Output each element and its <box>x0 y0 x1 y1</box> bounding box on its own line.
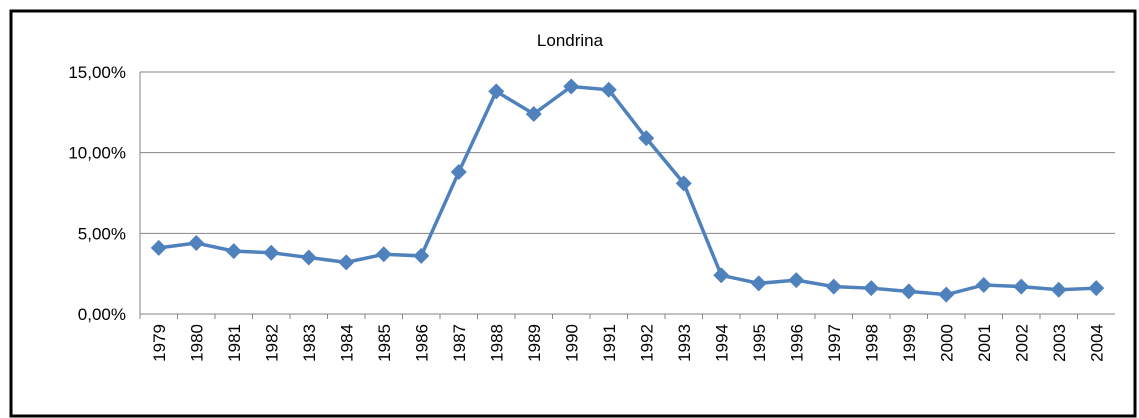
marker <box>525 105 542 122</box>
marker <box>263 244 280 261</box>
marker <box>600 81 617 98</box>
marker <box>150 239 167 256</box>
marker <box>450 164 467 181</box>
x-tick-label: 2002 <box>1012 324 1031 362</box>
marker <box>713 267 730 284</box>
marker <box>638 130 655 147</box>
marker <box>1088 280 1105 297</box>
marker <box>375 246 392 263</box>
x-tick-label: 1982 <box>262 324 281 362</box>
x-tick-label: 1989 <box>525 324 544 362</box>
marker <box>1013 278 1030 295</box>
marker <box>300 249 317 266</box>
y-tick-label: 0,00% <box>78 305 126 324</box>
x-tick-label: 1983 <box>300 324 319 362</box>
x-tick-label: 1993 <box>675 324 694 362</box>
x-tick-label: 2004 <box>1087 324 1106 362</box>
x-tick-label: 1992 <box>637 324 656 362</box>
marker <box>188 235 205 252</box>
x-tick-label: 1999 <box>900 324 919 362</box>
x-tick-label: 1991 <box>600 324 619 362</box>
x-tick-label: 2001 <box>975 324 994 362</box>
x-tick-label: 1998 <box>862 324 881 362</box>
x-tick-label: 1986 <box>412 324 431 362</box>
x-tick-label: 1984 <box>337 324 356 362</box>
marker <box>563 78 580 95</box>
x-tick-label: 1997 <box>825 324 844 362</box>
x-tick-label: 1994 <box>712 324 731 362</box>
x-tick-label: 1996 <box>787 324 806 362</box>
x-tick-label: 2003 <box>1050 324 1069 362</box>
x-tick-label: 2000 <box>937 324 956 362</box>
marker <box>413 247 430 264</box>
marker <box>225 243 242 260</box>
marker <box>825 278 842 295</box>
chart-title: Londrina <box>537 31 604 50</box>
marker <box>675 175 692 192</box>
marker <box>863 280 880 297</box>
x-tick-label: 1981 <box>225 324 244 362</box>
marker <box>488 83 505 100</box>
y-tick-label: 5,00% <box>78 224 126 243</box>
x-tick-label: 1979 <box>150 324 169 362</box>
marker <box>750 275 767 292</box>
x-tick-label: 1990 <box>562 324 581 362</box>
x-tick-label: 1988 <box>487 324 506 362</box>
marker <box>938 286 955 303</box>
x-tick-label: 1995 <box>750 324 769 362</box>
x-tick-label: 1980 <box>187 324 206 362</box>
marker <box>1050 281 1067 298</box>
chart-frame <box>9 9 1137 418</box>
y-tick-label: 15,00% <box>68 63 126 82</box>
marker <box>788 272 805 289</box>
y-tick-label: 10,00% <box>68 144 126 163</box>
x-tick-label: 1985 <box>375 324 394 362</box>
marker <box>338 254 355 271</box>
marker <box>900 283 917 300</box>
x-tick-label: 1987 <box>450 324 469 362</box>
marker <box>975 276 992 293</box>
